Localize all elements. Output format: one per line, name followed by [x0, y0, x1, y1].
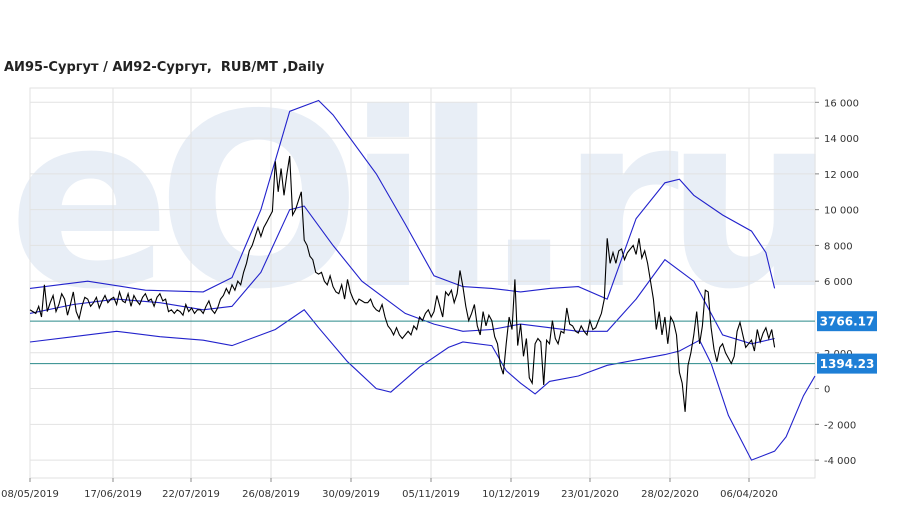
x-axis: 08/05/2019 17/06/2019 22/07/2019 26/08/2019…	[1, 478, 778, 500]
x-tick-label: 10/12/2019	[482, 489, 540, 500]
grid	[29, 87, 816, 479]
y-tick-label: 14 000	[824, 134, 859, 145]
x-tick-label: 17/06/2019	[84, 489, 142, 500]
price-line	[29, 155, 776, 412]
marker-box	[817, 353, 877, 374]
lower-band-line	[29, 309, 816, 461]
y-tick-label: 16 000	[824, 98, 859, 109]
y-tick-label: 12 000	[824, 170, 859, 181]
value-markers: 3766.17 1394.23	[817, 311, 877, 374]
y-tick-label: 0	[824, 385, 830, 396]
x-tick-label: 23/01/2020	[561, 489, 619, 500]
y-tick-label: -2 000	[824, 420, 856, 431]
price-series	[29, 155, 776, 412]
marker-box	[817, 311, 877, 332]
x-tick-label: 26/08/2019	[242, 489, 300, 500]
upper-band-line	[29, 99, 776, 300]
y-tick-label: 6 000	[824, 277, 853, 288]
bands	[29, 99, 816, 461]
y-tick-label: -4 000	[824, 456, 856, 467]
x-tick-label: 08/05/2019	[1, 489, 59, 500]
x-tick-label: 28/02/2020	[641, 489, 699, 500]
marker-value: 1394.23	[820, 357, 875, 371]
x-tick-label: 30/09/2019	[322, 489, 380, 500]
marker-value: 3766.17	[820, 315, 875, 329]
x-tick-label: 06/04/2020	[720, 489, 778, 500]
y-tick-label: 8 000	[824, 241, 853, 252]
x-tick-label: 22/07/2019	[162, 489, 220, 500]
middle-band-line	[29, 205, 775, 345]
y-tick-label: 10 000	[824, 206, 859, 217]
chart-title: АИ95-Сургут / АИ92-Сургут, RUB/MT ,Daily	[4, 60, 325, 75]
x-tick-label: 05/11/2019	[402, 489, 460, 500]
